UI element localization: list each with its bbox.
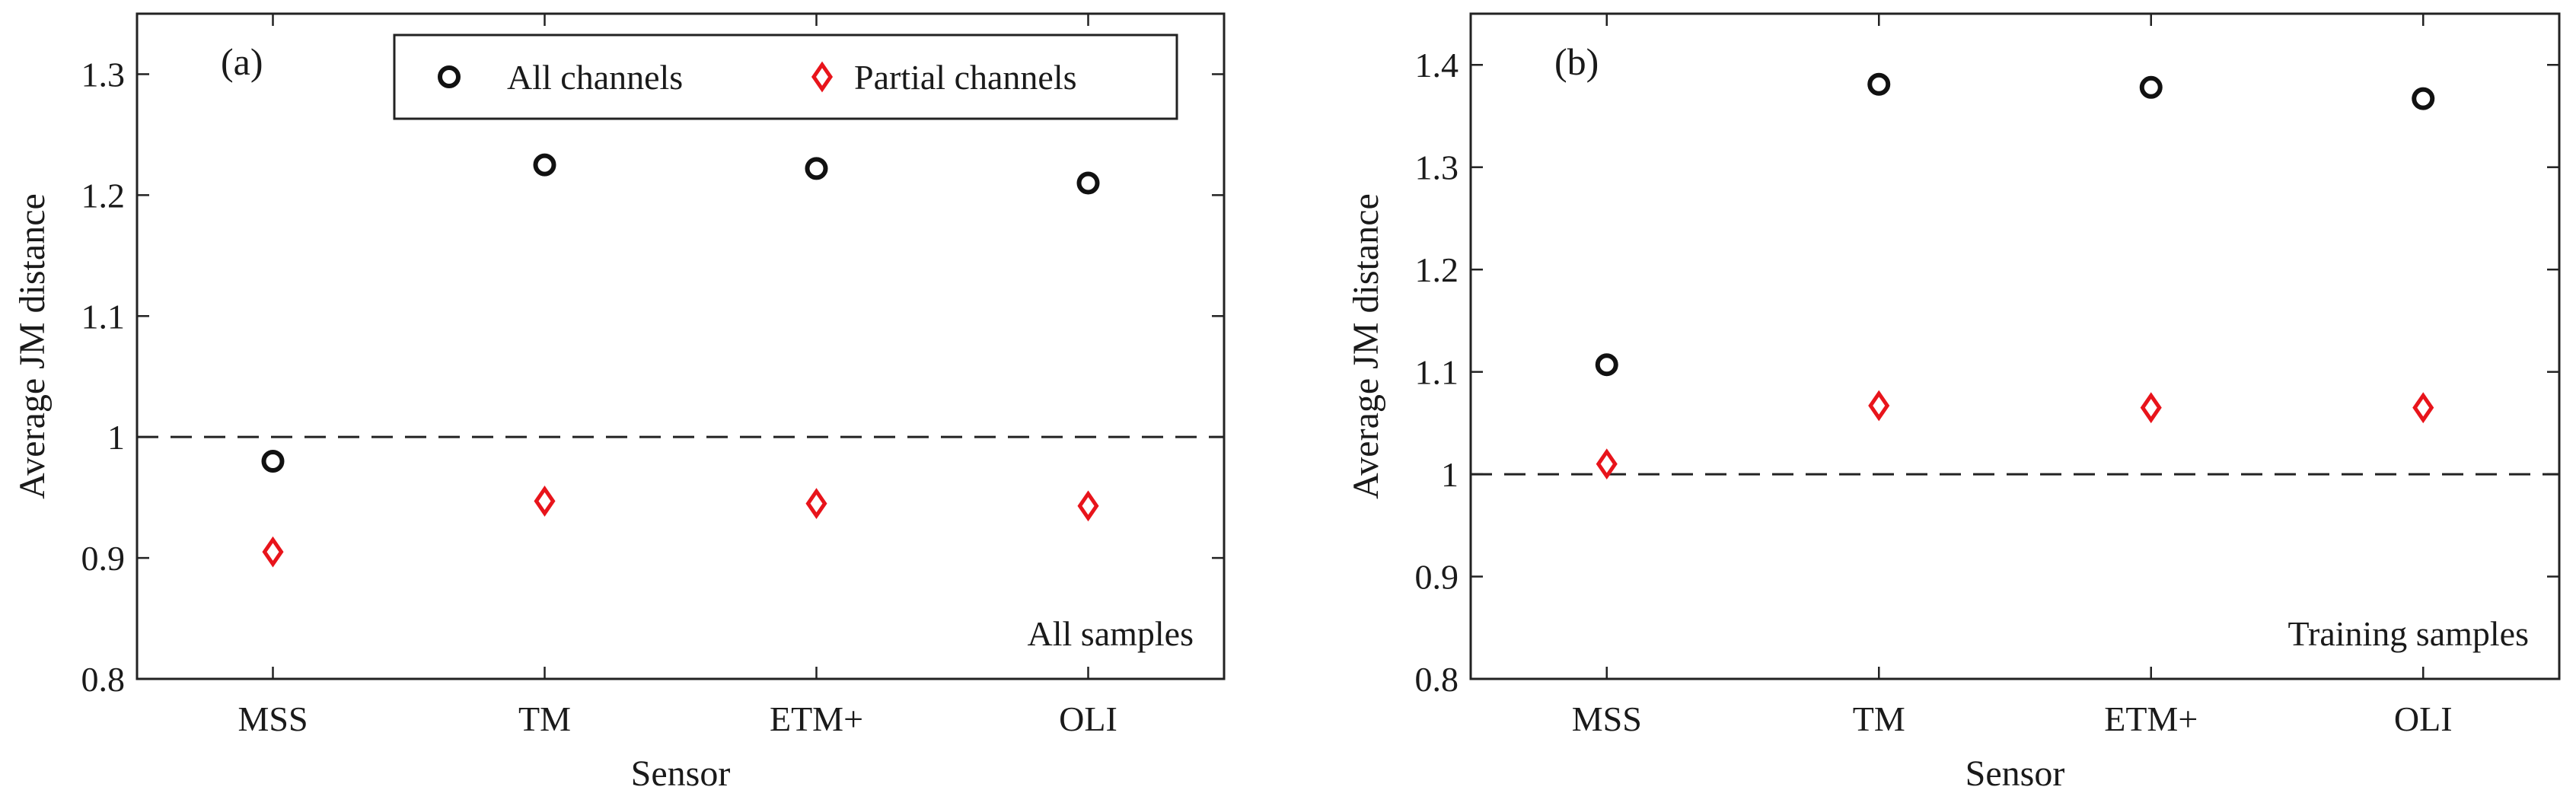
y-axis-label-a: Average JM distance	[12, 193, 53, 499]
annotation-b: Training samples	[2288, 614, 2529, 653]
x-tick-marks-a	[272, 14, 1089, 679]
y-tick-label: 0.8	[81, 660, 126, 699]
plot-frame-a	[135, 12, 1226, 680]
legend-box	[393, 33, 1178, 120]
legend-circle-marker	[438, 65, 461, 88]
x-axis-label-a: Sensor	[631, 753, 731, 794]
y-tick-label: 1.2	[81, 176, 126, 215]
point-all-channels	[805, 157, 828, 180]
panel-label-b: (b)	[1554, 40, 1599, 83]
y-tick-label: 0.9	[81, 539, 126, 578]
y-tick-label: 1	[1441, 455, 1459, 494]
y-tick-label: 0.9	[1415, 558, 1459, 597]
x-tick-label: OLI	[1059, 699, 1117, 738]
legend-label-all-channels: All channels	[507, 58, 683, 97]
point-all-channels	[261, 449, 285, 473]
point-all-channels	[2412, 87, 2435, 110]
chart-panel-a: 0.8 0.9 1 1.1 1.2 1.3 MSS TM ETM+ OLI (a) All sa…	[12, 12, 1226, 794]
point-all-channels	[2139, 75, 2163, 99]
y-tick-label: 1.3	[81, 55, 126, 94]
point-partial-channels	[1596, 448, 1618, 480]
x-tick-labels-a: MSS TM ETM+ OLI	[238, 699, 1117, 738]
x-tick-label: ETM+	[770, 699, 863, 738]
point-all-channels	[533, 153, 556, 177]
legend: All channels Partial channels	[393, 33, 1178, 120]
y-tick-label: 1.1	[81, 297, 126, 336]
y-tick-marks-a	[137, 73, 1224, 680]
y-tick-label: 0.8	[1415, 660, 1459, 699]
y-tick-label: 1.4	[1415, 46, 1459, 84]
y-axis-label-b: Average JM distance	[1346, 193, 1386, 499]
x-axis-label-b: Sensor	[1965, 753, 2065, 794]
point-partial-channels	[534, 485, 556, 517]
data-points-b	[1595, 72, 2435, 480]
legend-label-partial-channels: Partial channels	[854, 58, 1077, 97]
chart-panel-b: 0.8 0.9 1 1.1 1.2 1.3 1.4 MSS TM ETM+ OLI (b) Tra…	[1346, 12, 2561, 794]
point-partial-channels	[1077, 490, 1099, 522]
panel-label-a: (a)	[221, 40, 263, 83]
y-tick-label: 1.1	[1415, 353, 1459, 392]
point-partial-channels	[1868, 390, 1890, 422]
point-all-channels	[1076, 171, 1100, 195]
y-tick-labels-b: 0.8 0.9 1 1.1 1.2 1.3 1.4	[1415, 46, 1459, 699]
x-tick-label: TM	[1853, 699, 1905, 738]
y-tick-label: 1.3	[1415, 148, 1459, 187]
annotation-a: All samples	[1028, 614, 1194, 653]
x-tick-label: ETM+	[2104, 699, 2198, 738]
point-partial-channels	[2412, 392, 2434, 424]
point-partial-channels	[2140, 392, 2162, 424]
y-tick-label: 1.2	[1415, 250, 1459, 289]
legend-diamond-marker	[811, 61, 834, 93]
x-tick-label: MSS	[238, 699, 308, 738]
point-all-channels	[1867, 72, 1891, 96]
data-points-a	[261, 153, 1100, 568]
y-tick-label: 1	[107, 418, 125, 457]
x-tick-label: MSS	[1572, 699, 1642, 738]
x-tick-marks-b	[1605, 14, 2425, 679]
point-all-channels	[1595, 353, 1618, 377]
x-tick-label: TM	[518, 699, 571, 738]
point-partial-channels	[805, 488, 827, 519]
x-tick-labels-b: MSS TM ETM+ OLI	[1572, 699, 2453, 738]
x-tick-label: OLI	[2394, 699, 2453, 738]
plot-frame-b	[1469, 12, 2561, 680]
point-partial-channels	[262, 536, 284, 568]
y-tick-labels-a: 0.8 0.9 1 1.1 1.2 1.3	[81, 55, 126, 699]
y-tick-marks-b	[1471, 63, 2559, 680]
